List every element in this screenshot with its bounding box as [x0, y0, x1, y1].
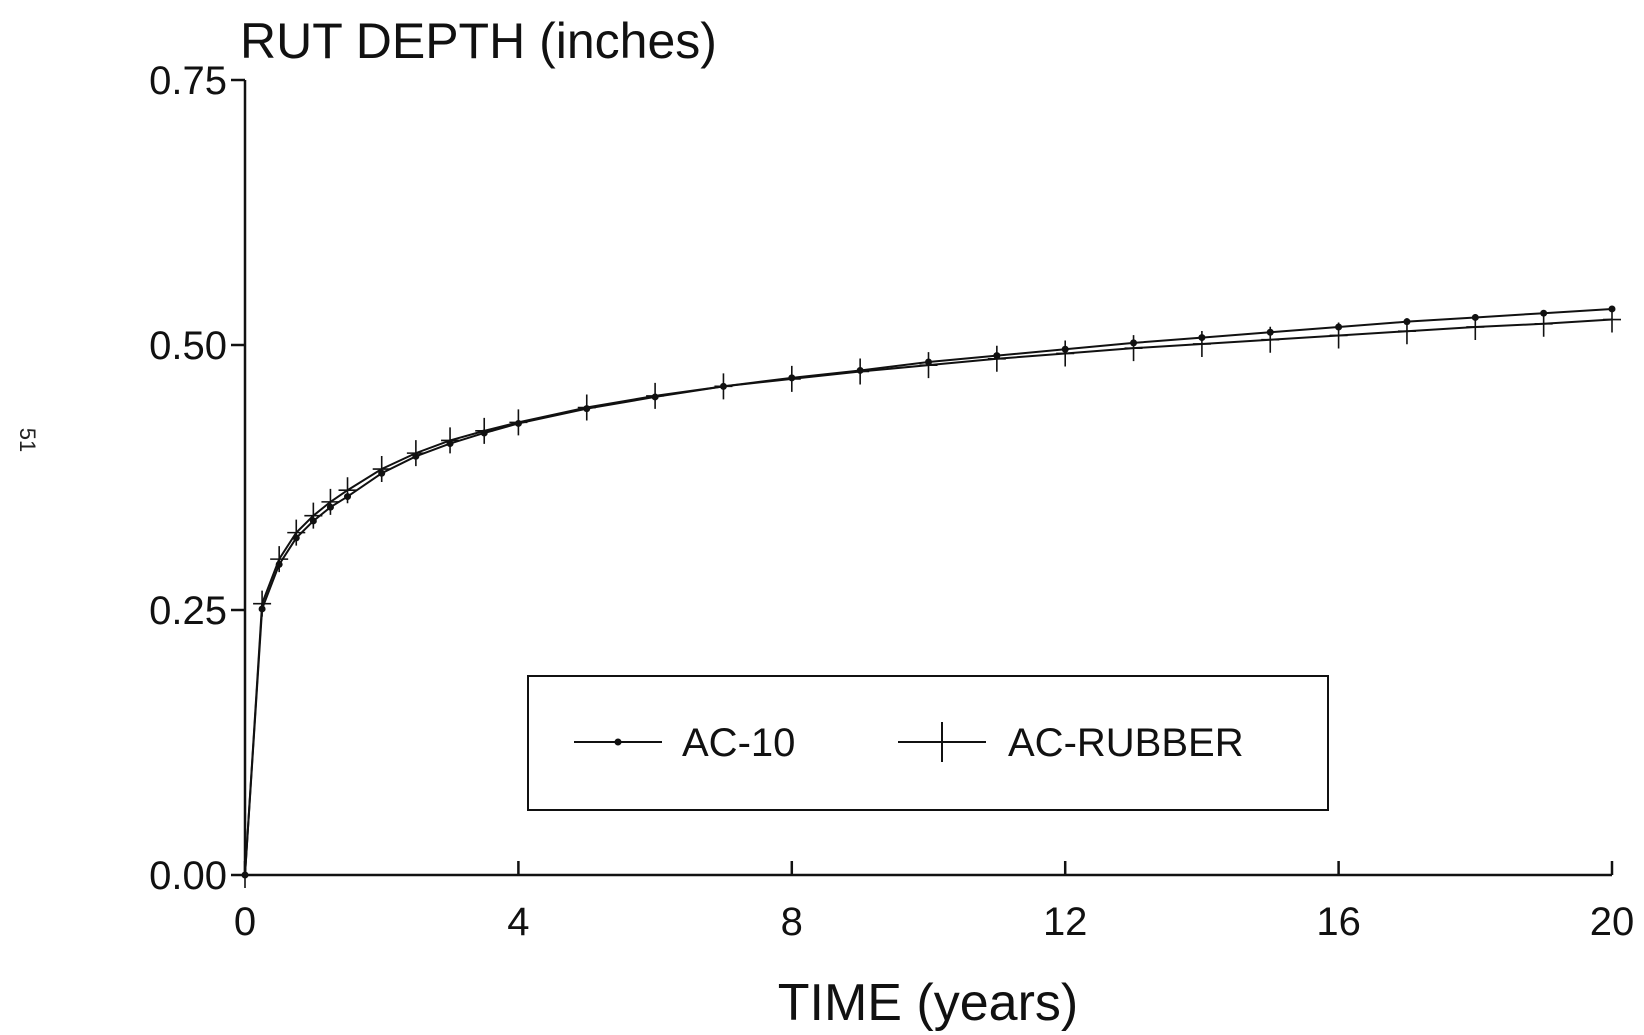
data-point-ac-rubber — [253, 590, 272, 617]
y-tick-label: 0.00 — [149, 854, 227, 898]
x-tick-label: 4 — [507, 900, 529, 944]
y-tick-label: 0.25 — [149, 589, 227, 633]
data-point-ac-rubber — [287, 519, 306, 546]
data-point-ac-rubber — [1192, 330, 1211, 357]
series-ac-rubber — [236, 306, 1621, 888]
data-point-ac-rubber — [338, 477, 357, 504]
legend-label-acrubber: AC-RUBBER — [1008, 721, 1244, 765]
data-point-ac-rubber — [406, 440, 425, 467]
x-tick-label: 20 — [1590, 900, 1635, 944]
data-point-ac-rubber — [321, 488, 340, 515]
data-point-ac-rubber — [270, 546, 289, 573]
data-point-ac-rubber — [919, 352, 938, 379]
x-axis-ticks: 0 4 8 12 16 20 — [234, 861, 1634, 944]
data-point-ac-rubber — [304, 502, 323, 529]
data-point-ac-rubber — [1603, 306, 1621, 333]
x-tick-label: 0 — [234, 900, 256, 944]
data-point-ac-rubber — [987, 345, 1006, 372]
x-axis-title: TIME (years) — [778, 974, 1078, 1032]
y-tick-label: 0.75 — [149, 59, 227, 103]
data-point-ac-rubber — [714, 373, 733, 400]
chart-title: RUT DEPTH (inches) — [240, 13, 717, 69]
data-point-ac-rubber — [236, 862, 254, 888]
data-point-ac-rubber — [1056, 340, 1075, 367]
data-point-ac-rubber — [372, 456, 391, 483]
data-point-ac-rubber — [475, 417, 494, 444]
data-point-ac-rubber — [1466, 313, 1485, 340]
data-point-ac-rubber — [1124, 335, 1143, 362]
data-point-ac-rubber — [851, 358, 870, 385]
data-point-ac-rubber — [509, 409, 528, 436]
data-point-ac-rubber — [646, 382, 665, 409]
data-point-ac-rubber — [1397, 318, 1416, 345]
y-axis-ticks: 0.00 0.25 0.50 0.75 — [149, 59, 245, 898]
y-tick-label: 0.50 — [149, 324, 227, 368]
x-tick-label: 12 — [1043, 900, 1088, 944]
page-number: 51 — [15, 428, 40, 452]
x-tick-label: 8 — [781, 900, 803, 944]
data-point-ac-rubber — [1261, 326, 1280, 353]
data-point-ac-rubber — [577, 394, 596, 421]
data-point-ac-rubber — [782, 365, 801, 392]
legend-marker-ac10 — [614, 738, 622, 746]
data-point-ac-rubber — [1329, 322, 1348, 349]
legend: AC-10 AC-RUBBER — [527, 675, 1329, 811]
series-layer — [236, 305, 1621, 888]
legend-label-ac10: AC-10 — [682, 721, 795, 765]
data-point-ac-rubber — [441, 427, 460, 454]
x-tick-label: 16 — [1316, 900, 1361, 944]
data-point-ac-rubber — [1534, 310, 1553, 337]
series-line-ac-rubber — [244, 318, 1613, 876]
